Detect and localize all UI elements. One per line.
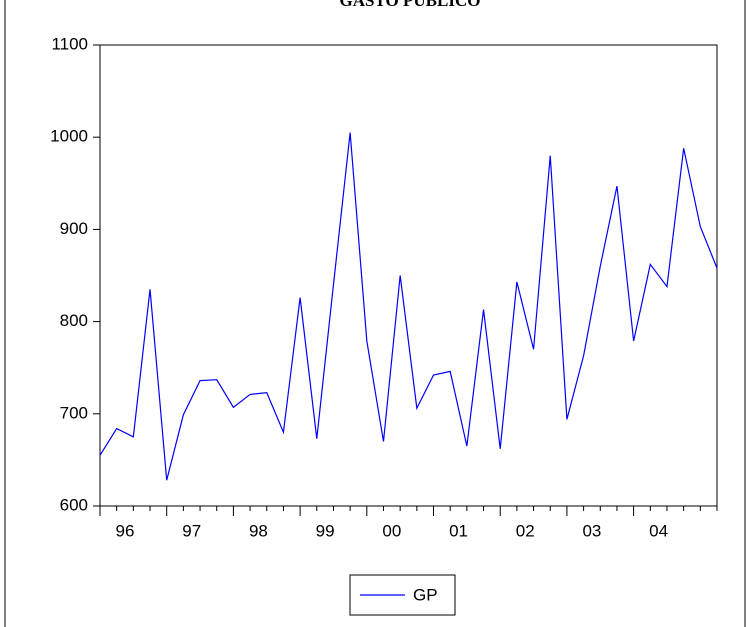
y-tick-label: 1100: [51, 34, 88, 53]
x-tick-label: 98: [249, 521, 268, 540]
x-tick-label: 96: [116, 521, 135, 540]
x-tick-label: 97: [182, 521, 201, 540]
y-tick-label: 800: [60, 311, 88, 330]
x-tick-label: 02: [516, 521, 535, 540]
legend-label: GP: [413, 585, 438, 604]
x-tick-label: 99: [316, 521, 335, 540]
y-tick-label: 1000: [50, 127, 88, 146]
x-tick-label: 01: [449, 521, 468, 540]
data-line: [99, 132, 718, 481]
x-tick-label: 00: [382, 521, 401, 540]
y-tick-label: 900: [60, 219, 88, 238]
y-tick-label: 700: [60, 403, 88, 422]
x-tick-label: 03: [582, 521, 601, 540]
y-tick-label: 600: [60, 495, 88, 514]
x-tick-label: 04: [649, 521, 668, 540]
plot-area: [99, 44, 718, 507]
chart-title: GASTO PUBLICO: [340, 0, 481, 10]
frame: [4, 0, 746, 627]
